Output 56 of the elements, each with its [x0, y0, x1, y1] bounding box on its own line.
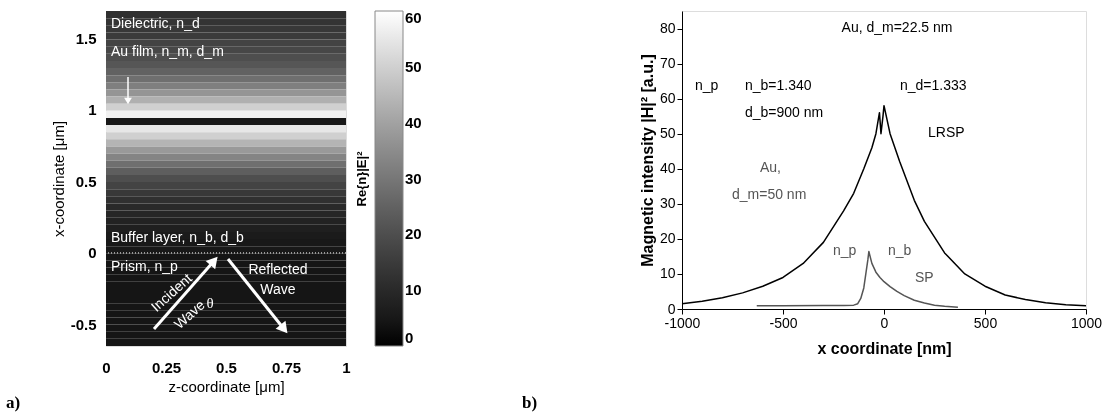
- y-tick-label: 0: [88, 244, 97, 262]
- x-tick-label: 0.25: [151, 358, 182, 376]
- color-bar-label: 30: [405, 169, 422, 187]
- annotation: n_d=1.333: [900, 77, 967, 93]
- y-tick-label: -0.5: [70, 316, 97, 334]
- annotation: LRSP: [928, 124, 965, 140]
- color-bar-label: 10: [405, 281, 422, 299]
- y-tick-label: 70: [659, 55, 676, 72]
- annotation: n_b=1.340: [745, 77, 812, 93]
- annotation: θ: [206, 295, 214, 311]
- x-tick-label: 0: [102, 358, 111, 376]
- annotation: n_p: [695, 77, 719, 93]
- color-bar-label: 40: [405, 113, 422, 131]
- y-tick-label: 10: [659, 265, 676, 282]
- color-bar-label: 50: [405, 57, 422, 75]
- x-tick-label: -500: [769, 314, 798, 331]
- y-tick-label: 60: [659, 90, 676, 107]
- annotation: Dielectric, n_d: [111, 15, 200, 31]
- x-tick-label: 0: [880, 314, 889, 331]
- y-tick-label: 40: [659, 160, 676, 177]
- x-tick-label: -1000: [664, 314, 701, 331]
- x-tick-label: 500: [973, 314, 998, 331]
- color-bar-title: Re{n}|E|²: [354, 150, 369, 207]
- annotation: d_m=50 nm: [732, 186, 807, 202]
- x-tick-label: 1000: [1070, 314, 1103, 331]
- y-axis-title: x-coordinate [μm]: [49, 120, 67, 238]
- x-tick-label: 0.75: [271, 358, 302, 376]
- y-tick-label: 1: [88, 101, 97, 119]
- x-axis-title: x coordinate [nm]: [817, 339, 952, 357]
- y-tick-label: 30: [659, 195, 676, 212]
- color-bar-label: 0: [405, 329, 414, 346]
- y-axis-title: Magnetic intensity |H|² [a.u.]: [638, 54, 656, 267]
- x-tick-label: 1: [342, 358, 351, 376]
- annotation: SP: [915, 269, 934, 285]
- annotation: Au, d_m=22.5 nm: [841, 19, 953, 35]
- color-bar-label: 60: [405, 9, 422, 26]
- annotation: n_b: [888, 242, 912, 258]
- annotation: n_p: [833, 242, 857, 258]
- text: b): [522, 393, 538, 412]
- y-tick-label: 0: [667, 300, 676, 317]
- annotation: Prism, n_p: [111, 258, 179, 274]
- text: a): [6, 393, 21, 412]
- x-tick-label: 0.5: [216, 358, 237, 376]
- annotation: Buffer layer, n_b, d_b: [111, 229, 245, 245]
- color-bar-label: 20: [405, 225, 422, 243]
- y-tick-label: 1.5: [75, 29, 97, 47]
- annotation: Reflected: [248, 261, 308, 277]
- y-tick-label: 80: [659, 20, 676, 37]
- y-tick-label: 0.5: [75, 172, 97, 190]
- annotation: d_b=900 nm: [745, 104, 824, 120]
- annotation: Au film, n_m, d_m: [111, 43, 224, 59]
- y-tick-label: 20: [659, 230, 676, 247]
- x-axis-title: z-coordinate [μm]: [168, 377, 285, 395]
- annotation: Wave: [260, 281, 296, 297]
- y-tick-label: 50: [659, 125, 676, 142]
- annotation: Au,: [760, 159, 782, 175]
